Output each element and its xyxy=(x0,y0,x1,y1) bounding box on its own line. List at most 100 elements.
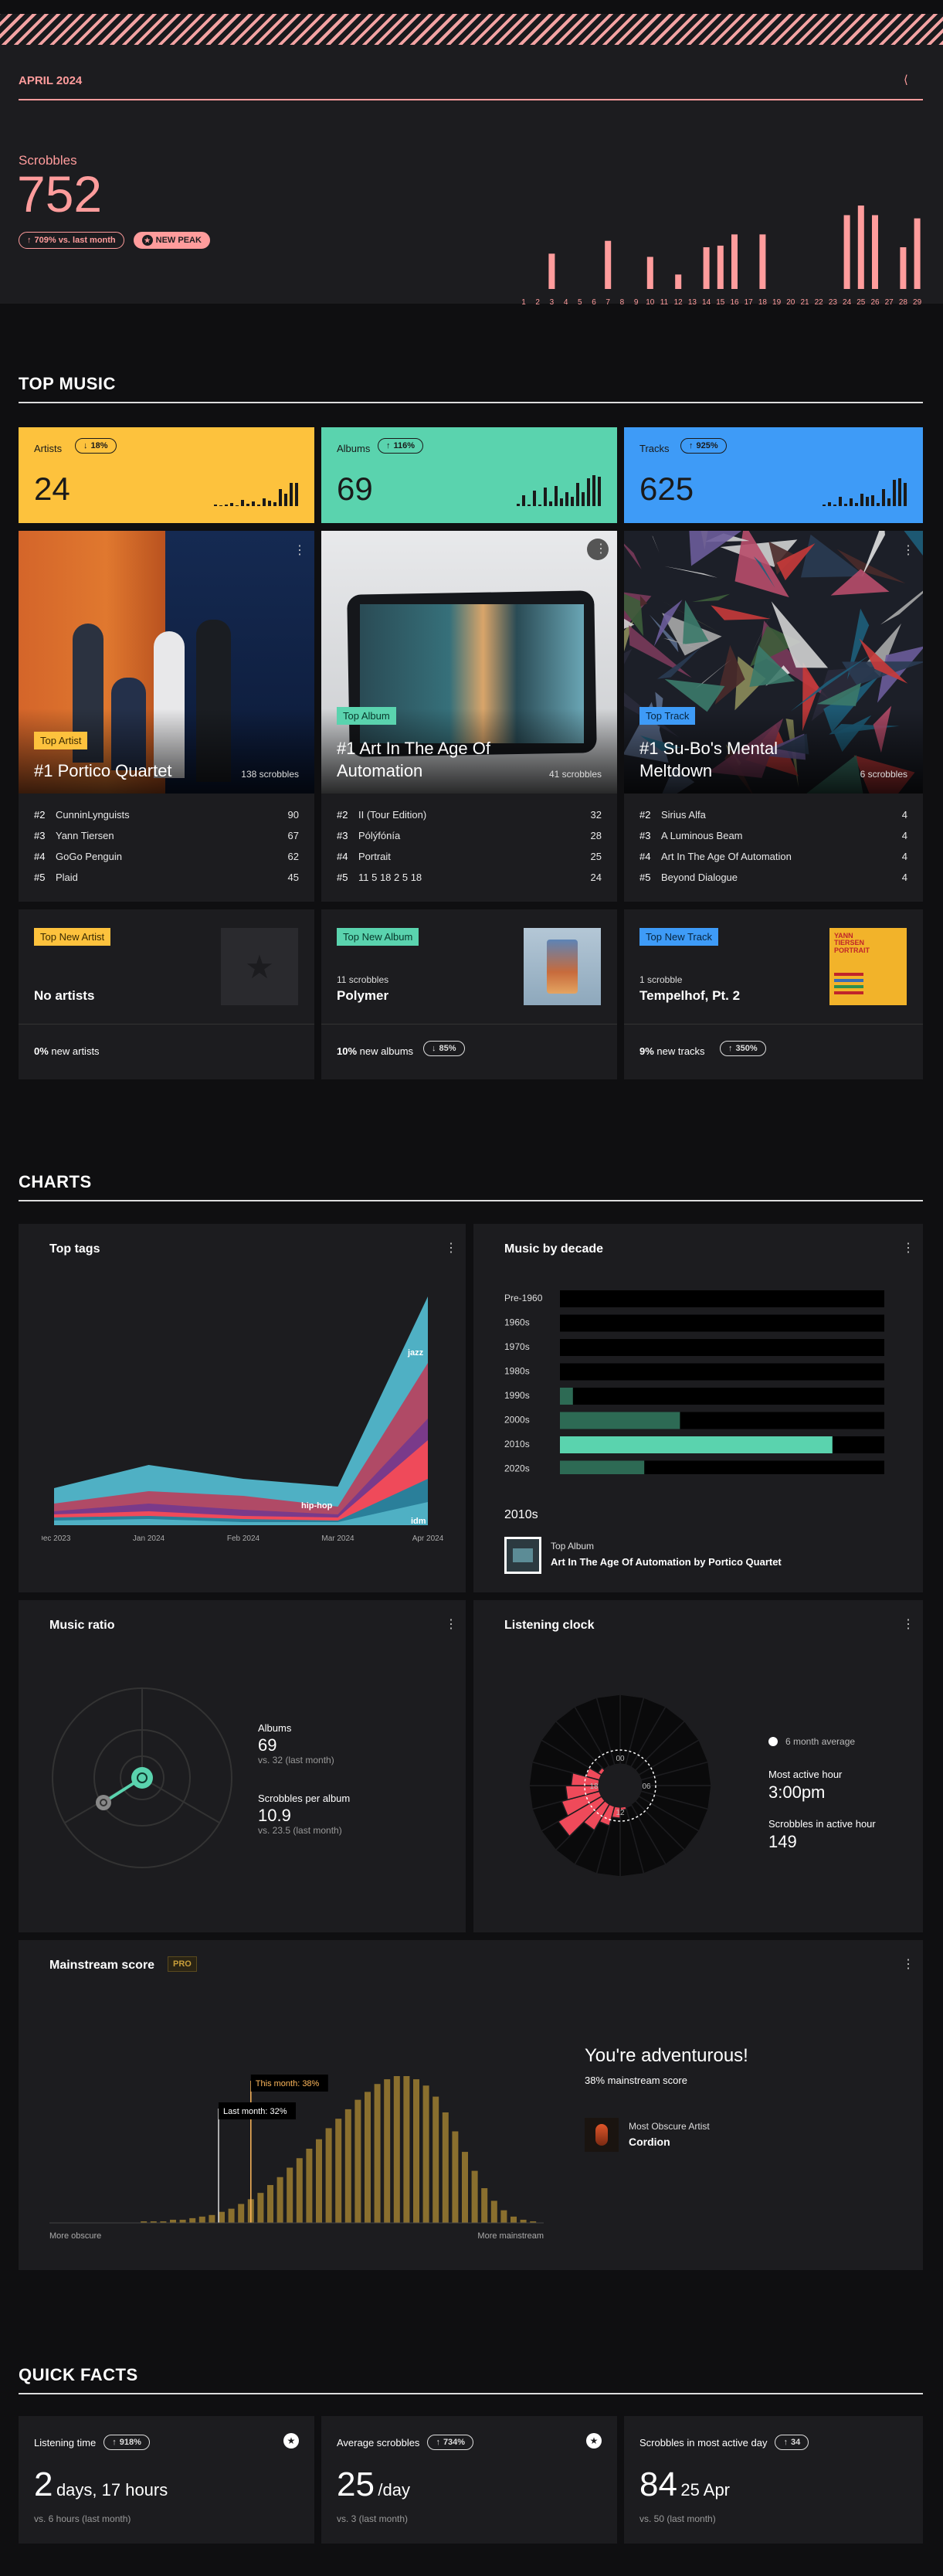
top-track-name[interactable]: #1 Su-Bo's Mental Meltdown xyxy=(639,739,778,780)
star-placeholder-icon: ★ xyxy=(221,928,298,1005)
list-item[interactable]: #3 A Luminous Beam 4 xyxy=(639,830,907,841)
day-bar xyxy=(759,234,766,289)
list-item[interactable]: #4 GoGo Penguin 62 xyxy=(34,851,299,862)
decade-label: 2020s xyxy=(504,1463,530,1474)
music-ratio-card[interactable]: Music ratio Albums 69 vs. 32 (last month… xyxy=(19,1600,466,1932)
spark-bar xyxy=(882,489,885,506)
obscure-artist-name[interactable]: Cordion xyxy=(629,2136,670,2148)
spark-bar xyxy=(839,497,842,506)
top-artist-menu[interactable] xyxy=(293,542,306,558)
mainstream-bar xyxy=(354,2099,361,2223)
decade-bar[interactable] xyxy=(560,1412,680,1429)
stat-change-badge: ↑ 116% xyxy=(378,438,424,454)
top-album-menu[interactable] xyxy=(587,539,609,560)
day-label: 8 xyxy=(620,298,625,307)
decade-bar[interactable] xyxy=(560,1460,645,1475)
top-album-scrobbles: 41 scrobbles xyxy=(548,769,602,780)
list-item[interactable]: #3 Yann Tiersen 67 xyxy=(34,830,299,841)
quick-fact-card[interactable]: Average scrobbles ↑ 734% ★ 25 /day vs. 3 (las… xyxy=(321,2416,617,2544)
list-item[interactable]: #4 Portrait 25 xyxy=(337,851,602,862)
spa-value: 10.9 xyxy=(258,1806,291,1825)
quick-facts-rule xyxy=(19,2393,923,2394)
new-track-name[interactable]: Tempelhof, Pt. 2 xyxy=(639,988,741,1003)
decade-bar[interactable] xyxy=(560,1436,833,1453)
hero-badges: ↑ 709% vs. last month ★ NEW PEAK xyxy=(19,232,210,249)
pro-badge: PRO xyxy=(168,1956,197,1972)
stat-value: 24 xyxy=(34,471,70,507)
music-ratio-menu[interactable] xyxy=(445,1616,457,1632)
stat-card-artists[interactable]: Artists ↓ 18% 24 xyxy=(19,427,314,523)
list-item[interactable]: #3 Pólýfónía 28 xyxy=(337,830,602,841)
spa-label: Scrobbles per album xyxy=(258,1793,351,1804)
mainstream-bar xyxy=(189,2217,196,2223)
stat-sparkline xyxy=(214,483,298,506)
spark-bar xyxy=(241,500,244,506)
new-album-card[interactable]: Top New Album 11 scrobbles Polymer 10% n… xyxy=(321,909,617,1079)
quick-fact-card[interactable]: Scrobbles in most active day ↑ 34 84 25 Apr… xyxy=(624,2416,923,2544)
day-label: 5 xyxy=(578,298,582,307)
day-label: 22 xyxy=(815,298,824,307)
mainstream-menu[interactable] xyxy=(902,1956,914,1972)
top-track-card[interactable]: Top Track #1 Su-Bo's Mental Meltdown 6 s… xyxy=(624,531,923,902)
list-item[interactable]: #4 Art In The Age Of Automation 4 xyxy=(639,851,907,862)
day-bar xyxy=(900,247,907,289)
scrobbles-value: 752 xyxy=(17,165,103,223)
day-label: 20 xyxy=(786,298,795,307)
listening-clock-card[interactable]: Listening clock 00 06 12 18 6 month average… xyxy=(473,1600,923,1932)
active-hour-label: Most active hour xyxy=(768,1769,843,1780)
decade-bar[interactable] xyxy=(560,1388,573,1405)
mainstream-bar xyxy=(179,2219,186,2223)
decade-card[interactable]: Music by decade Pre-1960 1960s 1970s 1980s 1… xyxy=(473,1224,923,1592)
list-item[interactable]: #2 Sirius Alfa 4 xyxy=(639,809,907,821)
top-tags-menu[interactable] xyxy=(445,1240,457,1256)
spark-bar xyxy=(887,498,890,506)
star-icon[interactable]: ★ xyxy=(586,2433,602,2449)
new-track-card[interactable]: Top New Track 1 scrobble Tempelhof, Pt. … xyxy=(624,909,923,1079)
quick-facts-title: QUICK FACTS xyxy=(19,2365,138,2384)
list-item[interactable]: #5 Plaid 45 xyxy=(34,872,299,883)
mainstream-bar xyxy=(344,2109,351,2223)
albums-value: 69 xyxy=(258,1735,277,1755)
x-tick-label: Apr 2024 xyxy=(412,1534,444,1543)
spark-bar xyxy=(225,505,228,506)
spark-bar xyxy=(576,483,579,506)
stat-card-albums[interactable]: Albums ↑ 116% 69 xyxy=(321,427,617,523)
list-item[interactable]: #2 CunninLynguists 90 xyxy=(34,809,299,821)
new-album-cover xyxy=(524,928,601,1005)
day-bar xyxy=(731,234,738,289)
top-tags-card[interactable]: Top tags jazz hip-hop idm Dec 2023 Jan 2024 F… xyxy=(19,1224,466,1592)
quick-fact-value: 2 days, 17 hours xyxy=(34,2466,168,2503)
day-bar xyxy=(548,253,555,289)
list-item[interactable]: #2 II (Tour Edition) 32 xyxy=(337,809,602,821)
top-artist-card[interactable]: Top Artist #1 Portico Quartet 138 scrobb… xyxy=(19,531,314,902)
mainstream-bar xyxy=(511,2216,517,2223)
decade-track xyxy=(560,1388,884,1405)
listening-clock-menu[interactable] xyxy=(902,1616,914,1632)
new-album-name[interactable]: Polymer xyxy=(337,988,389,1003)
stat-card-tracks[interactable]: Tracks ↑ 925% 625 xyxy=(624,427,923,523)
mainstream-bar xyxy=(432,2096,439,2223)
arrow-down-icon: ↓ xyxy=(432,1044,436,1053)
charts-title: CHARTS xyxy=(19,1172,92,1191)
share-icon[interactable]: ⟨ xyxy=(904,73,908,87)
quick-fact-card[interactable]: Listening time ↑ 918% ★ 2 days, 17 hours vs. … xyxy=(19,2416,314,2544)
spark-bar xyxy=(257,505,260,506)
top-album-name[interactable]: #1 Art In The Age Of Automation xyxy=(337,739,490,780)
mainstream-bar xyxy=(481,2188,488,2223)
decade-menu[interactable] xyxy=(902,1240,914,1256)
album-photo xyxy=(321,531,617,794)
top-album-card[interactable]: Top Album #1 Art In The Age Of Automatio… xyxy=(321,531,617,902)
mainstream-card[interactable]: Mainstream score PRO This month: 38% Last… xyxy=(19,1940,923,2270)
last-month-box xyxy=(219,2102,296,2119)
top-track-menu[interactable] xyxy=(902,542,914,558)
new-artist-pct: 0% new artists xyxy=(34,1045,100,1057)
mainstream-axis-label: More mainstream xyxy=(477,2231,544,2241)
list-item[interactable]: #5 Beyond Dialogue 4 xyxy=(639,872,907,883)
decade-top-album[interactable]: Art In The Age Of Automation by Portico … xyxy=(551,1556,782,1568)
new-artist-card[interactable]: Top New Artist No artists ★ 0% new artis… xyxy=(19,909,314,1079)
day-label: 3 xyxy=(550,298,555,307)
star-icon[interactable]: ★ xyxy=(283,2433,299,2449)
legend-dot-icon xyxy=(768,1737,778,1746)
top-artist-name[interactable]: #1 Portico Quartet xyxy=(34,761,172,780)
list-item[interactable]: #5 11 5 18 2 5 18 24 xyxy=(337,872,602,883)
